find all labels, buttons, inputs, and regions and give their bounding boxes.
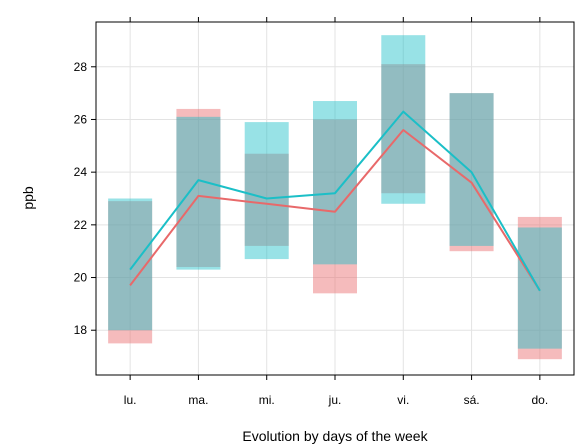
y-axis-title: ppb — [20, 186, 36, 210]
x-tick-label: sá. — [464, 393, 480, 407]
x-axis-title: Evolution by days of the week — [242, 428, 428, 444]
y-tick-label: 20 — [74, 271, 88, 285]
x-tick-label: ma. — [188, 393, 208, 407]
error-band-series-2 — [450, 93, 494, 246]
y-tick-label: 22 — [74, 218, 88, 232]
y-tick-label: 26 — [74, 112, 88, 126]
error-band-series-2 — [381, 35, 425, 204]
x-tick-label: mi. — [259, 393, 275, 407]
x-tick-label: ju. — [328, 393, 342, 407]
x-tick-label: lu. — [124, 393, 137, 407]
y-tick-label: 28 — [74, 60, 88, 74]
error-band-series-2 — [245, 122, 289, 259]
x-tick-label: vi. — [397, 393, 409, 407]
error-band-series-2 — [518, 227, 562, 348]
x-tick-label: do. — [532, 393, 549, 407]
error-band-series-2 — [313, 101, 357, 264]
error-band-series-2 — [176, 117, 220, 270]
y-tick-label: 24 — [74, 165, 88, 179]
y-tick-label: 18 — [74, 323, 88, 337]
